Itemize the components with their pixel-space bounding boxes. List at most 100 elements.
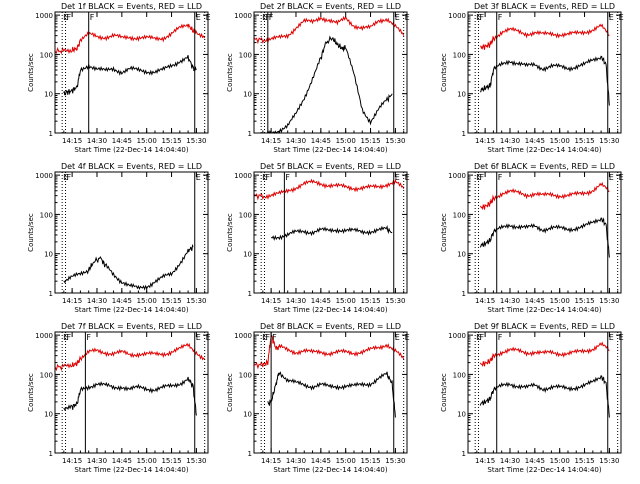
x-tick-label: 15:30 — [186, 457, 206, 465]
x-tick-label: 14:15 — [62, 297, 82, 305]
series-line-events — [63, 243, 194, 291]
y-tick-label: 1000 — [448, 332, 466, 340]
x-tick-label: 15:00 — [336, 297, 356, 305]
y-axis-label: Counts/sec — [27, 213, 35, 252]
marker-label-f: F — [479, 333, 484, 342]
y-axis-label: Counts/sec — [440, 373, 448, 412]
y-tick-label: 10 — [44, 411, 53, 419]
x-tick-label: 15:15 — [360, 297, 380, 305]
x-axis-label: Start Time (22-Dec-14 14:04:40) — [273, 146, 387, 154]
plot-frame — [467, 171, 622, 294]
x-axis-label: Start Time (22-Dec-14 14:04:40) — [74, 146, 188, 154]
x-tick-label: 15:15 — [161, 457, 181, 465]
y-tick-label: 100 — [239, 51, 252, 59]
y-tick-label: 1000 — [35, 12, 53, 20]
marker-label-e: E — [476, 173, 481, 182]
x-tick-label: 15:30 — [186, 137, 206, 145]
marker-label-f: F — [269, 13, 274, 22]
marker-label-f: F — [66, 13, 71, 22]
x-tick-label: 14:45 — [311, 457, 331, 465]
panel-title: Det 3f BLACK = Events, RED = LLD — [474, 2, 615, 11]
marker-label-f: F — [272, 333, 277, 342]
marker-label-e: E — [476, 333, 481, 342]
x-tick-label: 14:15 — [475, 297, 495, 305]
x-axis-label: Start Time (22-Dec-14 14:04:40) — [74, 466, 188, 474]
y-tick-label: 1 — [49, 290, 53, 298]
y-tick-label: 1 — [49, 450, 53, 458]
x-tick-label: 14:30 — [87, 137, 107, 145]
x-tick-label: 15:15 — [574, 137, 594, 145]
marker-label-e: E — [262, 333, 267, 342]
x-tick-label: 14:45 — [112, 457, 132, 465]
x-tick-label: 15:30 — [599, 457, 619, 465]
panel-title: Det 6f BLACK = Events, RED = LLD — [474, 162, 615, 171]
plot-frame — [253, 11, 408, 134]
y-axis-label: Counts/sec — [27, 373, 35, 412]
x-axis-label: Start Time (22-Dec-14 14:04:40) — [487, 146, 601, 154]
marker-label-e: E — [609, 333, 614, 342]
series-line-events — [267, 371, 396, 418]
series-line-events — [480, 55, 610, 106]
x-tick-label: 15:00 — [137, 457, 157, 465]
marker-label-e: E — [63, 173, 68, 182]
marker-label-e: E — [63, 13, 68, 22]
x-tick-label: 14:45 — [525, 457, 545, 465]
marker-label-e: E — [609, 173, 614, 182]
series-line-events — [266, 35, 393, 134]
y-axis-label: Counts/sec — [226, 213, 234, 252]
marker-label-e: E — [196, 333, 201, 342]
x-tick-label: 15:30 — [186, 297, 206, 305]
y-tick-label: 1 — [49, 130, 53, 138]
panel-title: Det 1f BLACK = Events, RED = LLD — [61, 2, 202, 11]
marker-label-e: E — [196, 173, 201, 182]
x-tick-label: 14:15 — [261, 137, 281, 145]
x-tick-label: 15:15 — [360, 137, 380, 145]
y-tick-label: 1 — [248, 450, 252, 458]
y-tick-label: 100 — [40, 51, 53, 59]
y-tick-label: 10 — [44, 91, 53, 99]
marker-label-f: F — [90, 13, 95, 22]
x-tick-label: 14:30 — [500, 457, 520, 465]
panel-title: Det 5f BLACK = Events, RED = LLD — [260, 162, 401, 171]
x-tick-label: 14:15 — [62, 457, 82, 465]
x-tick-label: 14:15 — [475, 137, 495, 145]
y-tick-label: 100 — [239, 371, 252, 379]
marker-label-f: F — [498, 333, 503, 342]
y-tick-label: 1000 — [448, 172, 466, 180]
panel-title: Det 2f BLACK = Events, RED = LLD — [260, 2, 401, 11]
y-tick-label: 10 — [44, 251, 53, 259]
panel-title: Det 4f BLACK = Events, RED = LLD — [61, 162, 202, 171]
y-tick-label: 1000 — [35, 172, 53, 180]
plot-frame — [467, 11, 622, 134]
x-tick-label: 15:30 — [599, 137, 619, 145]
y-tick-label: 10 — [457, 251, 466, 259]
y-tick-label: 10 — [243, 91, 252, 99]
x-tick-label: 14:30 — [286, 457, 306, 465]
marker-label-e: E — [196, 13, 201, 22]
y-tick-label: 100 — [40, 211, 53, 219]
panel-title: Det 8f BLACK = Events, RED = LLD — [260, 322, 401, 331]
marker-label-f: F — [479, 173, 484, 182]
series-line-events — [479, 217, 610, 258]
y-tick-label: 1 — [462, 290, 466, 298]
y-tick-label: 1000 — [234, 332, 252, 340]
x-tick-label: 14:30 — [286, 297, 306, 305]
x-tick-label: 15:15 — [574, 457, 594, 465]
series-line-lld — [479, 341, 610, 367]
x-tick-label: 15:00 — [137, 137, 157, 145]
x-tick-label: 14:45 — [525, 297, 545, 305]
y-axis-label: Counts/sec — [226, 373, 234, 412]
series-line-lld — [54, 23, 206, 55]
panel-title: Det 7f BLACK = Events, RED = LLD — [61, 322, 202, 331]
x-tick-label: 14:30 — [500, 137, 520, 145]
x-tick-label: 15:30 — [385, 297, 405, 305]
x-tick-label: 15:00 — [550, 297, 570, 305]
y-tick-label: 1 — [248, 130, 252, 138]
x-tick-label: 15:00 — [550, 137, 570, 145]
series-line-lld — [480, 23, 610, 50]
